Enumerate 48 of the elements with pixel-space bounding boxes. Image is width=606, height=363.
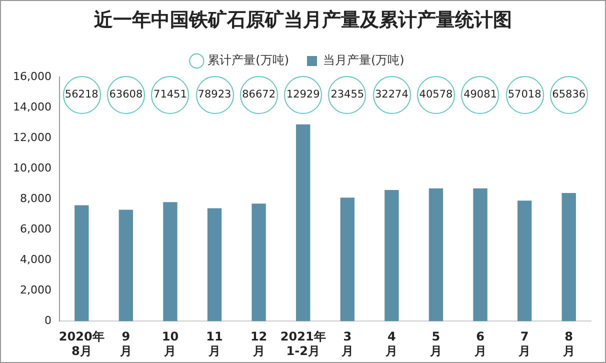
text: 49081 [464, 88, 497, 101]
text: 23455 [330, 88, 364, 101]
bar [428, 188, 444, 322]
bar [296, 124, 310, 322]
y-tick-label: 2,000 [20, 284, 52, 297]
legend-label: 累计产量(万吨) [208, 53, 290, 68]
y-tick-label: 10,000 [12, 161, 52, 174]
x-tick-label: 2021年 1-2月 [280, 330, 326, 358]
x-tick-label: 9 月 [118, 330, 132, 358]
bar [473, 188, 488, 322]
text: 40578 [419, 88, 453, 101]
text: 78923 [198, 88, 232, 101]
bar [118, 210, 134, 322]
x-tick-label: 2020年 8月 [58, 330, 104, 358]
text: 86672 [242, 88, 276, 101]
y-tick-label: 14,000 [12, 100, 52, 114]
bar [562, 192, 576, 322]
bar [340, 198, 354, 322]
x-tick-label: 6 月 [473, 330, 486, 358]
y-tick-label: 6,000 [20, 222, 52, 236]
bar [74, 205, 89, 322]
text: 57018 [508, 88, 542, 101]
bar [517, 200, 532, 322]
y-tick-label: 8,000 [20, 192, 52, 205]
bar [252, 204, 266, 322]
text: 12929 [286, 88, 320, 101]
text: 65836 [552, 88, 586, 101]
x-tick-label: 10 月 [162, 330, 179, 358]
y-tick-label: 0 [44, 314, 52, 328]
bar [384, 190, 399, 322]
x-tick-label: 5 月 [428, 330, 442, 358]
y-tick-label: 12,000 [12, 130, 52, 144]
chart-title: 近一年中国铁矿石原矿当月产量及累计产量统计图 [93, 8, 513, 33]
y-tick-label: 4,000 [20, 253, 52, 266]
bar [207, 208, 222, 322]
x-tick-label: 8 月 [562, 330, 575, 358]
text: 71451 [154, 88, 187, 101]
text: 63608 [109, 88, 143, 101]
text: 56218 [64, 88, 98, 101]
x-tick-label: 7 月 [518, 330, 531, 358]
bar [163, 202, 178, 322]
text: 32274 [374, 88, 408, 101]
x-tick-label: 11 月 [206, 330, 223, 358]
x-tick-label: 3 月 [340, 330, 354, 358]
x-tick-label: 4 月 [384, 330, 398, 358]
legend-label: 当月产量(万吨) [323, 53, 404, 68]
y-tick-label: 16,000 [12, 70, 52, 83]
x-tick-label: 12 月 [250, 330, 268, 358]
